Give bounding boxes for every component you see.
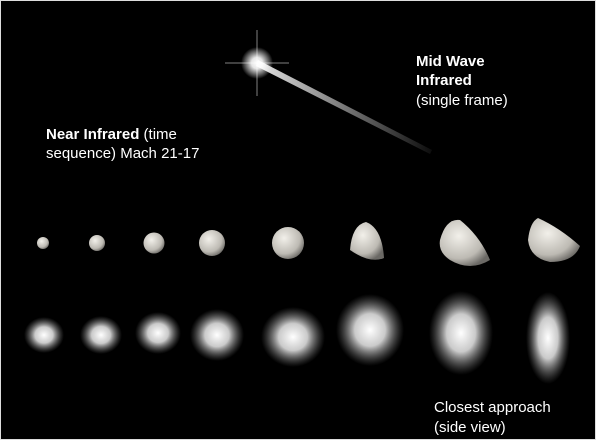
label-note: (single frame) (416, 92, 508, 109)
blob (261, 307, 325, 367)
sphere (272, 227, 304, 259)
label-note: sequence) Mach 21-17 (46, 145, 199, 162)
cone (528, 218, 580, 262)
sphere (37, 237, 49, 249)
blob (135, 312, 181, 354)
blob (190, 309, 244, 361)
sphere (89, 235, 105, 251)
blob (526, 292, 570, 384)
label-note: (side view) (434, 419, 506, 436)
label-title: Infrared (416, 72, 472, 89)
label-line: Near Infrared (time (46, 126, 177, 143)
label-note: Closest approach (434, 399, 551, 416)
cone (350, 222, 384, 260)
sphere (143, 232, 165, 254)
near-infrared-row (24, 291, 570, 384)
mid-wave-image (225, 30, 432, 154)
model-row (37, 218, 580, 266)
blob (24, 317, 64, 353)
cone (439, 219, 490, 266)
blob (336, 294, 404, 366)
blob (429, 291, 493, 375)
label-title: Mid Wave (416, 53, 485, 70)
label-note: (time (144, 126, 177, 143)
label-title: Near Infrared (46, 126, 139, 143)
streak (256, 60, 432, 154)
sphere (199, 230, 225, 256)
blob (80, 316, 122, 354)
star (241, 47, 273, 79)
